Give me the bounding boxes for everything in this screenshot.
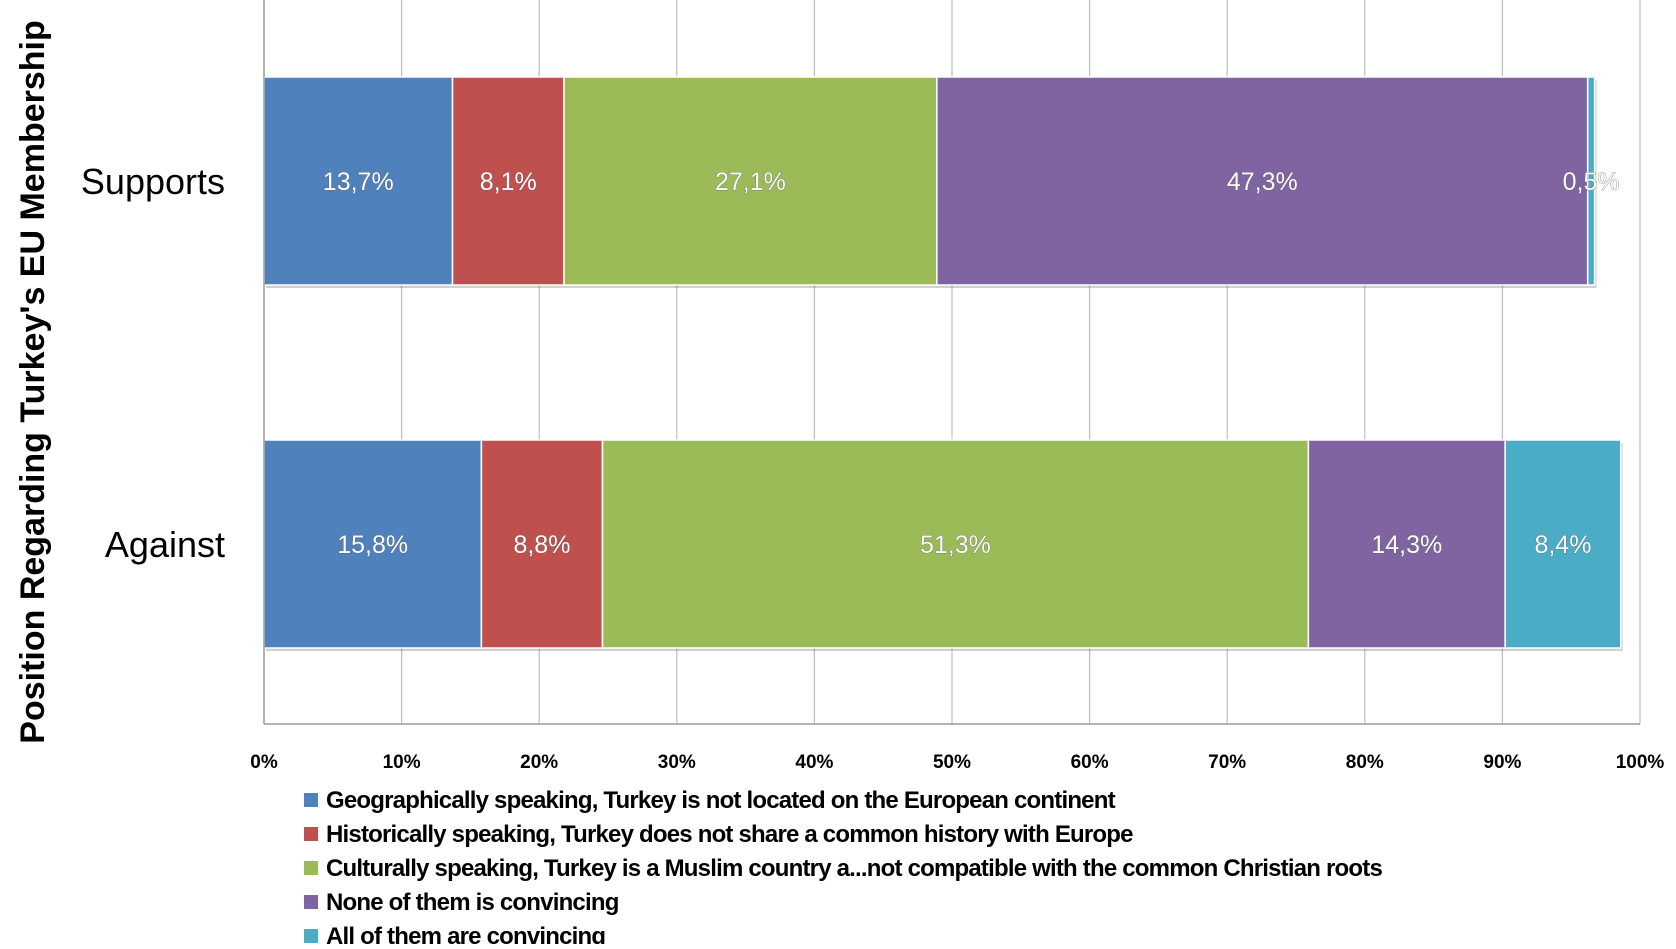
y-axis-title: Position Regarding Turkey's EU Membershi… [14, 20, 52, 743]
legend-swatch-5 [304, 929, 318, 943]
bars [263, 76, 1623, 651]
data-label-supports-series-3: 27,1% [715, 168, 786, 196]
legend-swatch-2 [304, 827, 318, 841]
bar-against-series-5 [1504, 439, 1622, 649]
data-label-against-series-2: 8,8% [513, 531, 570, 559]
legend-label-4: None of them is convincing [326, 889, 619, 916]
x-tick-label: 60% [1071, 752, 1109, 773]
bar-against-series-4 [1307, 439, 1506, 649]
legend-swatch-3 [304, 861, 318, 875]
bar-against-series-2 [480, 439, 604, 649]
x-tick-label: 0% [250, 752, 278, 773]
data-label-supports-series-2: 8,1% [480, 168, 537, 196]
legend-swatch-4 [304, 895, 318, 909]
x-tick-label: 50% [933, 752, 971, 773]
data-label-supports-series-4: 47,3% [1227, 168, 1298, 196]
axes: 0% 10% 20% 30% 40% 50% 60% 70% 80% 90% 100% Support… [14, 0, 1664, 773]
category-label-against: Against [105, 524, 225, 565]
data-label-against-series-3: 51,3% [920, 531, 991, 559]
data-label-against-series-4: 14,3% [1371, 531, 1442, 559]
bar-supports-series-2 [451, 76, 565, 286]
data-labels: 13,7% 8,1% 27,1% 47,3% 0,5% 15,8% 8,8% 51,3% 14,… [323, 168, 1620, 560]
x-tick-label: 90% [1483, 752, 1521, 773]
data-label-against-series-5: 8,4% [1534, 531, 1591, 559]
legend-label-2: Historically speaking, Turkey does not s… [326, 821, 1133, 848]
data-label-supports-series-1: 13,7% [323, 168, 394, 196]
x-tick-label: 20% [520, 752, 558, 773]
x-tick-label: 80% [1346, 752, 1384, 773]
bar-supports-series-5 [1586, 76, 1596, 286]
x-tick-label: 10% [383, 752, 421, 773]
x-tick-label: 40% [795, 752, 833, 773]
bar-against-series-1 [263, 439, 483, 649]
bar-against-series-3 [601, 439, 1310, 649]
bar-supports-series-4 [936, 76, 1589, 286]
x-tick-label: 30% [658, 752, 696, 773]
legend-swatch-1 [304, 793, 318, 807]
bar-supports-series-3 [563, 76, 938, 286]
category-label-supports: Supports [81, 161, 225, 202]
data-label-supports-series-5: 0,5% [1563, 168, 1620, 196]
legend: Geographically speaking, Turkey is not l… [304, 787, 1383, 949]
data-label-against-series-1: 15,8% [337, 531, 408, 559]
legend-label-5: All of them are convincing [326, 923, 605, 944]
bar-supports-series-1 [263, 76, 454, 286]
x-tick-label: 100% [1616, 752, 1665, 773]
legend-label-3: Culturally speaking, Turkey is a Muslim … [326, 855, 1382, 882]
x-tick-label: 70% [1208, 752, 1246, 773]
legend-label-1: Geographically speaking, Turkey is not l… [326, 787, 1116, 814]
